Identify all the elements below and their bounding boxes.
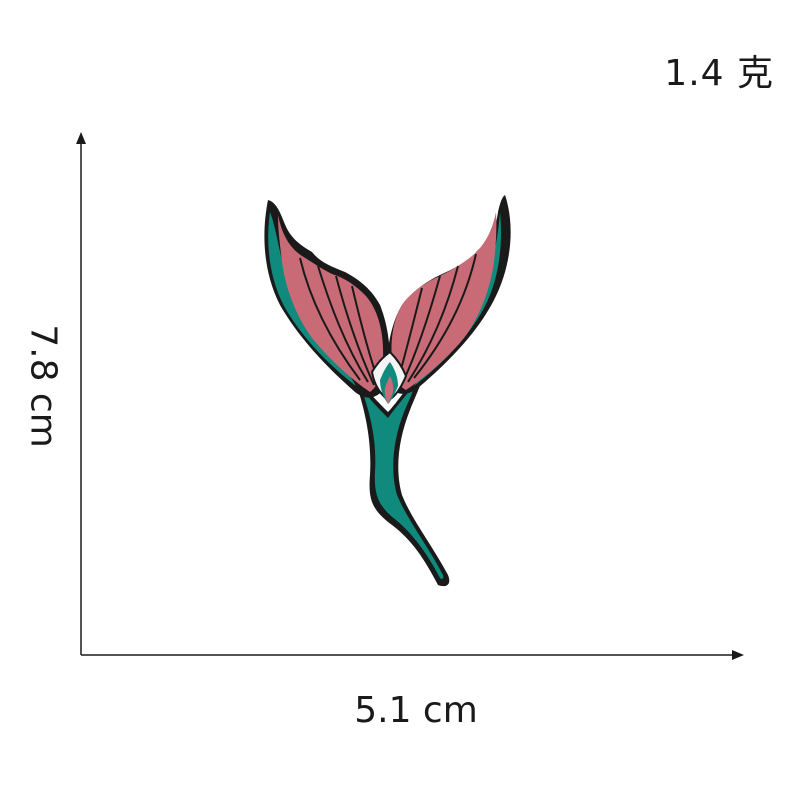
mermaid-tail-patch (0, 0, 800, 800)
